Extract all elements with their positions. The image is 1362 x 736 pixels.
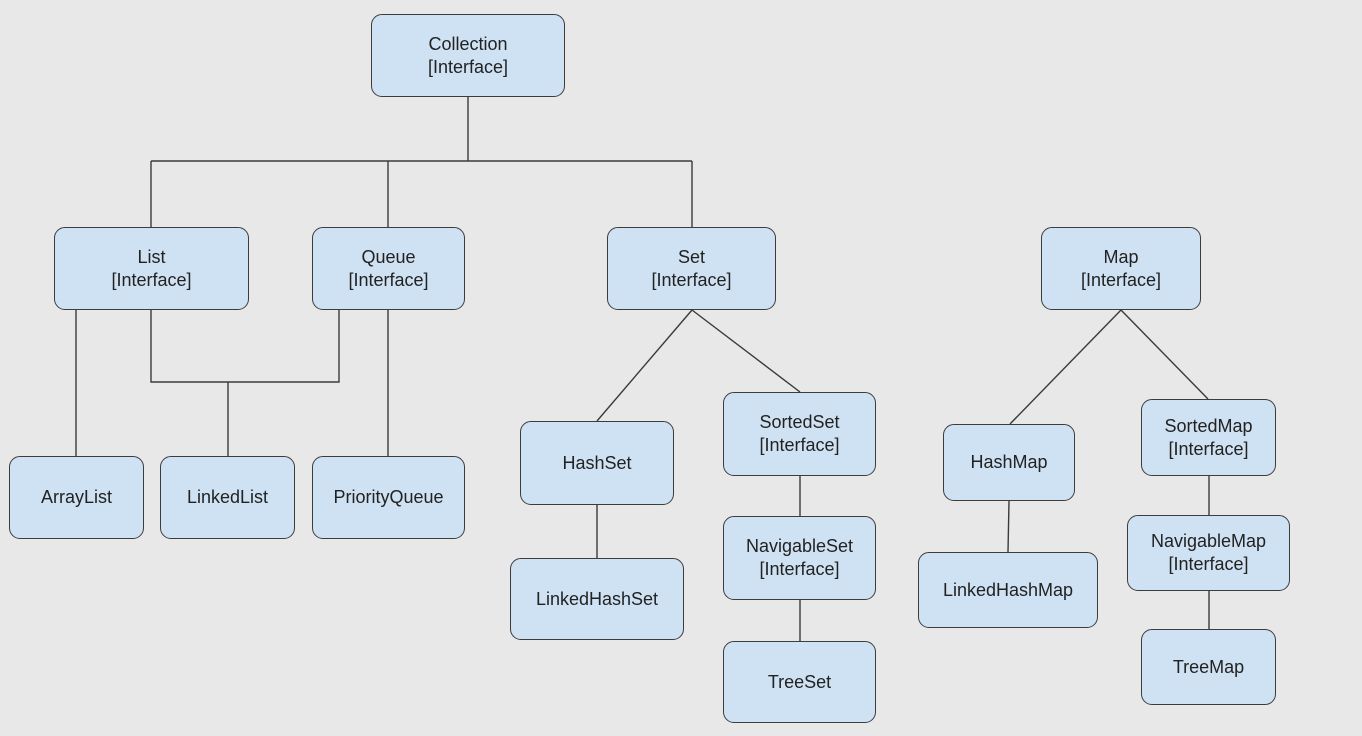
node-queue-kind: [Interface] <box>348 269 429 290</box>
node-arraylist-name: ArrayList <box>40 487 112 507</box>
node-linkedhashset[interactable]: LinkedHashSet <box>510 558 684 640</box>
node-navigablemap[interactable]: NavigableMap [Interface] <box>1127 515 1290 591</box>
node-hashmap[interactable]: HashMap <box>943 424 1075 501</box>
node-priorityqueue-name: PriorityQueue <box>333 487 444 507</box>
node-queue[interactable]: Queue [Interface] <box>312 227 465 310</box>
node-priorityqueue[interactable]: PriorityQueue <box>312 456 465 539</box>
node-list-kind: [Interface] <box>111 269 192 290</box>
node-treeset-name: TreeSet <box>767 671 832 692</box>
edge-list-queue-linkedlist-bus <box>150 310 340 383</box>
edge-hashmap-linkedhashmap <box>1007 500 1010 553</box>
node-set[interactable]: Set [Interface] <box>607 227 776 310</box>
node-sortedmap-kind: [Interface] <box>1168 438 1249 459</box>
node-set-kind: [Interface] <box>651 269 732 290</box>
node-linkedhashmap-name: LinkedHashMap <box>942 579 1074 600</box>
node-treeset[interactable]: TreeSet <box>723 641 876 723</box>
node-map[interactable]: Map [Interface] <box>1041 227 1201 310</box>
node-linkedlist[interactable]: LinkedList <box>160 456 295 539</box>
edge-set-sortedset <box>691 309 801 393</box>
node-sortedmap-name: SortedMap <box>1164 415 1253 436</box>
node-collection-name: Collection <box>428 33 508 54</box>
node-queue-name: Queue <box>361 246 416 267</box>
node-treemap-name: TreeMap <box>1172 656 1245 677</box>
node-list[interactable]: List [Interface] <box>54 227 249 310</box>
node-list-name: List <box>137 246 166 267</box>
node-hashset[interactable]: HashSet <box>520 421 674 505</box>
node-navigableset-kind: [Interface] <box>759 559 840 579</box>
node-hashset-name: HashSet <box>562 452 632 473</box>
node-linkedlist-name: LinkedList <box>186 487 269 507</box>
node-treemap[interactable]: TreeMap <box>1141 629 1276 705</box>
node-sortedset[interactable]: SortedSet [Interface] <box>723 392 876 476</box>
edge-map-hashmap <box>1009 309 1122 425</box>
node-map-kind: [Interface] <box>1080 269 1162 290</box>
node-collection[interactable]: Collection [Interface] <box>371 14 565 97</box>
node-hashmap-name: HashMap <box>970 452 1048 472</box>
node-sortedmap[interactable]: SortedMap [Interface] <box>1141 399 1276 476</box>
edge-set-hashset <box>596 309 693 422</box>
node-navigableset[interactable]: NavigableSet [Interface] <box>723 516 876 600</box>
node-navigablemap-name: NavigableMap <box>1150 531 1267 551</box>
node-arraylist[interactable]: ArrayList <box>9 456 144 539</box>
node-navigablemap-kind: [Interface] <box>1168 554 1249 574</box>
edge-map-sortedmap <box>1120 309 1209 400</box>
node-collection-kind: [Interface] <box>427 56 509 77</box>
node-map-name: Map <box>1103 246 1139 267</box>
node-sortedset-kind: [Interface] <box>759 435 840 455</box>
node-sortedset-name: SortedSet <box>759 412 840 432</box>
node-linkedhashset-name: LinkedHashSet <box>535 588 659 609</box>
node-linkedhashmap[interactable]: LinkedHashMap <box>918 552 1098 628</box>
node-set-name: Set <box>677 246 706 267</box>
node-navigableset-name: NavigableSet <box>745 536 854 556</box>
